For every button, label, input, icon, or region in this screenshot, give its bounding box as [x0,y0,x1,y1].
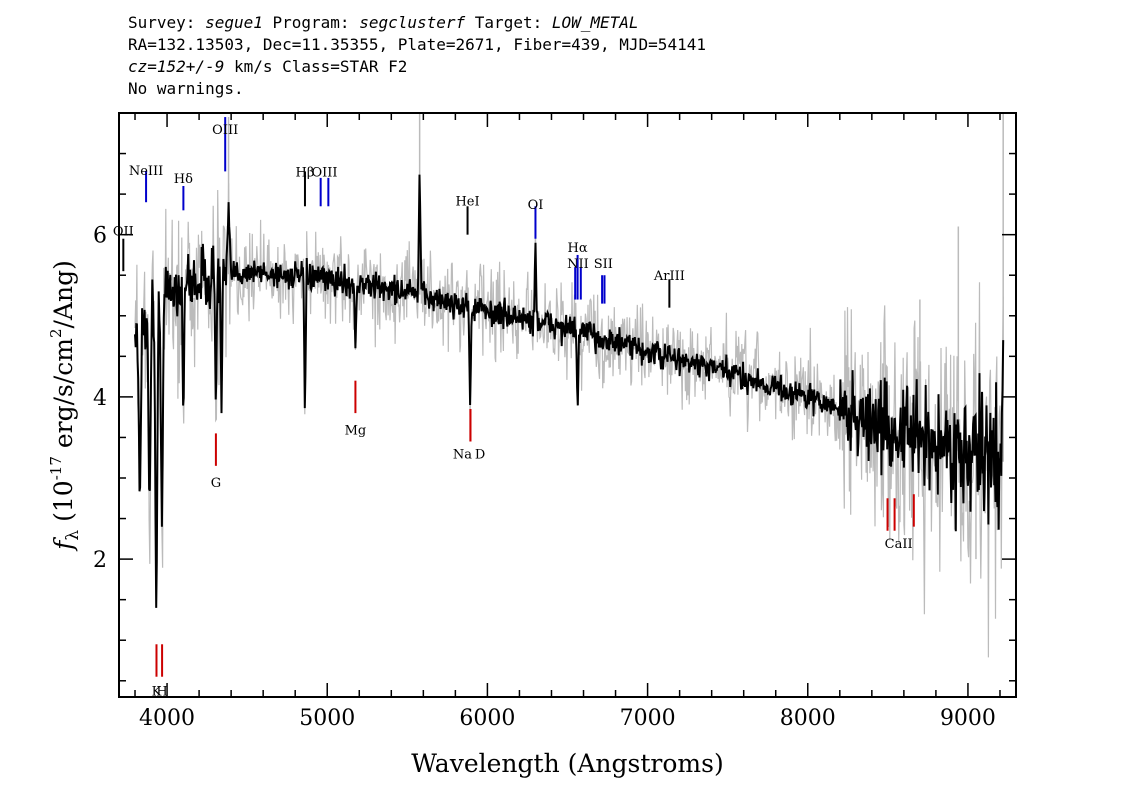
x-axis-label: Wavelength (Angstroms) [411,749,723,778]
x-tick-label: 6000 [459,706,515,731]
error-band [134,113,1004,658]
spectrum-header: Survey: segue1 Program: segclusterf Targ… [128,12,706,100]
plot-frame [118,112,1017,698]
header-segment: Program: [262,13,360,32]
emission-line-label: OI [528,198,544,213]
emission-line-label: NII [567,257,589,272]
emission-line-label: Hα [568,241,588,256]
absorption-line-label: Na [453,448,472,463]
y-tick-label: 2 [93,548,107,573]
header-segment: cz=152+/-9 [128,57,225,76]
emission-line-label: SII [594,257,613,272]
emission-line-label: OII [113,225,134,240]
header-segment: Target: [465,13,552,32]
absorption-line-label: K [152,685,162,700]
absorption-line-label: D [475,448,485,463]
header-segment: Survey: [128,13,206,32]
emission-line-label: OIII [311,165,337,180]
header-segment: segue1 [205,13,263,32]
x-tick-label: 5000 [299,706,355,731]
absorption-line-label: H [156,685,167,700]
header-segment: LOW_METAL [551,13,639,32]
emission-line-label: NeIII [129,164,163,179]
warnings-line: No warnings. [128,79,244,98]
y-tick-label: 6 [93,224,107,249]
x-tick-label: 4000 [139,706,195,731]
x-tick-label: 7000 [620,706,676,731]
emission-line-label: HeI [455,195,479,210]
survey-program-target-line: Survey: segue1 Program: segclusterf Targ… [128,12,706,34]
flux-trace [134,174,1005,608]
y-axis-label: fλ (10-17 erg/s/cm2/Ang) [47,260,83,552]
redshift-class-line: cz=152+/-9 km/s Class=STAR F2 [128,56,706,78]
emission-line-label: Hδ [174,172,193,187]
emission-line-label: OIII [212,123,238,138]
emission-line-label: Hβ [296,165,315,180]
flux-series [134,174,1005,608]
header-segment: km/s Class=STAR F2 [224,57,408,76]
emission-line-label: ArIII [653,269,685,284]
coordinates-line: RA=132.13503, Dec=11.35355, Plate=2671, … [128,35,706,54]
absorption-line-label: Mg [345,423,367,438]
x-tick-label: 8000 [780,706,836,731]
header-segment: segclusterf [359,13,466,32]
absorption-line-label: G [211,476,221,491]
y-tick-label: 4 [93,386,107,411]
x-tick-label: 9000 [940,706,996,731]
axis-ticks: 4000 5000 6000 7000 8000 9000 2 4 6 [93,112,1016,731]
absorption-line-label: CaII [885,537,913,552]
